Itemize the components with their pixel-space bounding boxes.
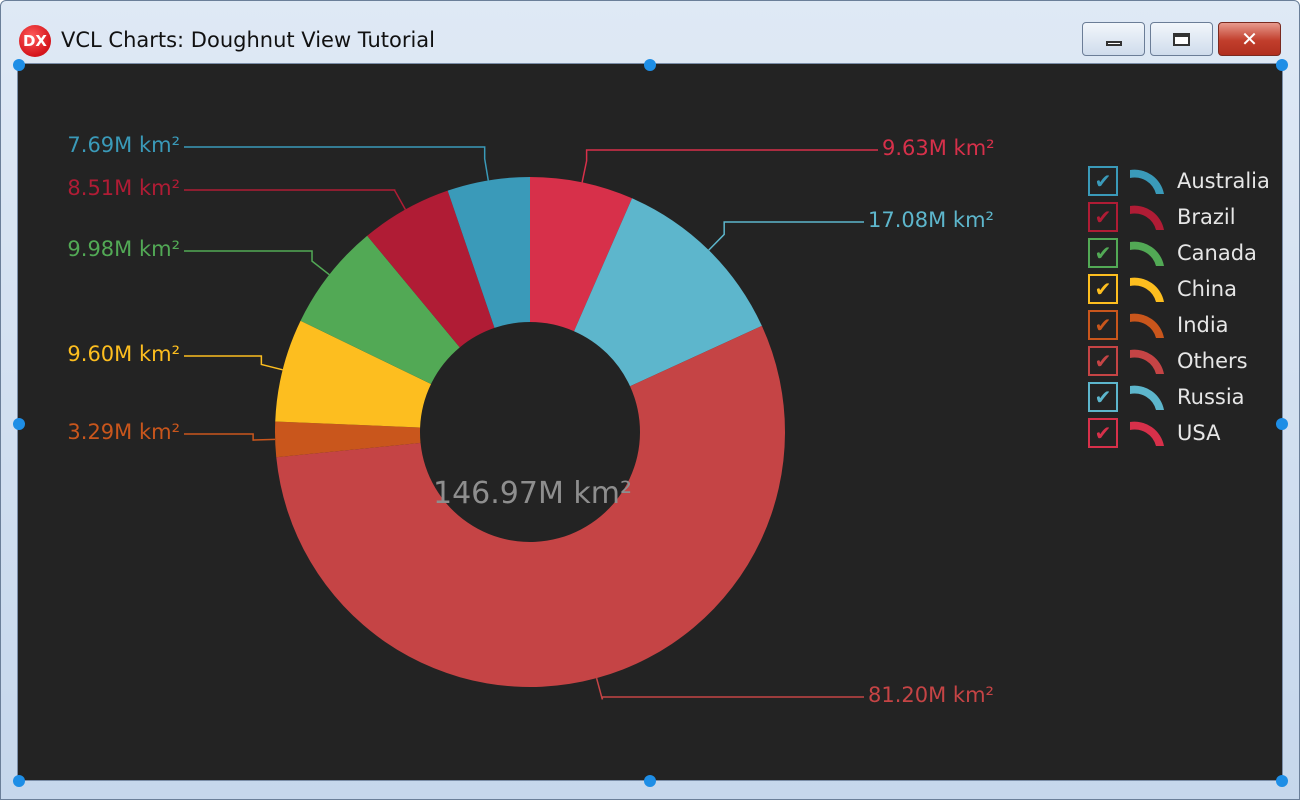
- legend-swatch-icon: [1130, 241, 1164, 266]
- legend-label: USA: [1177, 421, 1221, 445]
- data-label-russia: 17.08M km²: [868, 208, 994, 232]
- leader-line-canada: [184, 250, 330, 276]
- legend-checkbox[interactable]: ✔: [1088, 202, 1118, 232]
- data-label-india: 3.29M km²: [67, 420, 180, 444]
- data-label-others: 81.20M km²: [868, 683, 994, 707]
- resize-handle[interactable]: [1276, 59, 1288, 71]
- data-label-usa: 9.63M km²: [882, 136, 995, 160]
- title-bar[interactable]: DX VCL Charts: Doughnut View Tutorial ✕: [1, 1, 1299, 63]
- leader-line-russia: [708, 221, 864, 251]
- legend-checkbox[interactable]: ✔: [1088, 274, 1118, 304]
- doughnut-chart: [184, 146, 878, 700]
- legend-swatch-icon: [1130, 313, 1164, 338]
- resize-handle[interactable]: [1276, 418, 1288, 430]
- slice-usa[interactable]: [530, 177, 633, 332]
- minimize-button[interactable]: [1082, 22, 1145, 56]
- resize-handle[interactable]: [1276, 775, 1288, 787]
- close-icon: ✕: [1241, 27, 1258, 51]
- maximize-button[interactable]: [1150, 22, 1213, 56]
- minimize-icon: [1105, 40, 1122, 46]
- leader-line-australia: [184, 146, 490, 181]
- legend-item-china[interactable]: ✔ China: [1088, 274, 1288, 310]
- legend-label: India: [1177, 313, 1229, 337]
- legend-label: China: [1177, 277, 1237, 301]
- legend-item-canada[interactable]: ✔ Canada: [1088, 238, 1288, 274]
- legend-checkbox[interactable]: ✔: [1088, 310, 1118, 340]
- legend-checkbox[interactable]: ✔: [1088, 382, 1118, 412]
- app-logo-icon: DX: [19, 25, 51, 57]
- slice-russia[interactable]: [574, 198, 762, 387]
- chart-legend: ✔ Australia ✔ Brazil ✔ Canada ✔ China ✔ India ✔ Oth…: [1088, 166, 1288, 454]
- legend-label: Australia: [1177, 169, 1270, 193]
- legend-swatch-icon: [1130, 205, 1164, 230]
- leader-line-india: [184, 433, 276, 441]
- legend-item-usa[interactable]: ✔ USA: [1088, 418, 1288, 454]
- close-button[interactable]: ✕: [1218, 22, 1281, 56]
- slice-canada[interactable]: [300, 235, 460, 384]
- slice-others[interactable]: [276, 325, 785, 687]
- legend-swatch-icon: [1130, 277, 1164, 302]
- legend-swatch-icon: [1130, 385, 1164, 410]
- data-label-australia: 7.69M km²: [67, 133, 180, 157]
- legend-label: Others: [1177, 349, 1248, 373]
- legend-item-australia[interactable]: ✔ Australia: [1088, 166, 1288, 202]
- maximize-icon: [1173, 32, 1190, 46]
- data-label-canada: 9.98M km²: [67, 237, 180, 261]
- slice-brazil[interactable]: [367, 190, 495, 348]
- legend-checkbox[interactable]: ✔: [1088, 418, 1118, 448]
- resize-handle[interactable]: [13, 59, 25, 71]
- data-label-china: 9.60M km²: [67, 342, 180, 366]
- total-label: 146.97M km²: [433, 476, 633, 511]
- legend-checkbox[interactable]: ✔: [1088, 238, 1118, 268]
- legend-swatch-icon: [1130, 349, 1164, 374]
- legend-item-russia[interactable]: ✔ Russia: [1088, 382, 1288, 418]
- data-label-brazil: 8.51M km²: [67, 176, 180, 200]
- legend-swatch-icon: [1130, 421, 1164, 446]
- leader-line-usa: [581, 149, 878, 183]
- legend-swatch-icon: [1130, 169, 1164, 194]
- slice-china[interactable]: [275, 320, 432, 428]
- legend-checkbox[interactable]: ✔: [1088, 346, 1118, 376]
- resize-handle[interactable]: [13, 418, 25, 430]
- chart-control[interactable]: 146.97M km² 9.63M km² 17.08M km² 81.20M km…: [17, 63, 1283, 781]
- resize-handle[interactable]: [644, 775, 656, 787]
- legend-checkbox[interactable]: ✔: [1088, 166, 1118, 196]
- slice-india[interactable]: [275, 421, 421, 458]
- legend-label: Canada: [1177, 241, 1257, 265]
- leader-line-china: [184, 355, 283, 371]
- slice-australia[interactable]: [447, 177, 530, 328]
- window-title: VCL Charts: Doughnut View Tutorial: [61, 28, 436, 52]
- legend-item-others[interactable]: ✔ Others: [1088, 346, 1288, 382]
- resize-handle[interactable]: [13, 775, 25, 787]
- resize-handle[interactable]: [644, 59, 656, 71]
- legend-label: Russia: [1177, 385, 1245, 409]
- legend-item-brazil[interactable]: ✔ Brazil: [1088, 202, 1288, 238]
- legend-label: Brazil: [1177, 205, 1236, 229]
- leader-line-brazil: [184, 189, 407, 210]
- legend-item-india[interactable]: ✔ India: [1088, 310, 1288, 346]
- leader-line-others: [595, 677, 864, 700]
